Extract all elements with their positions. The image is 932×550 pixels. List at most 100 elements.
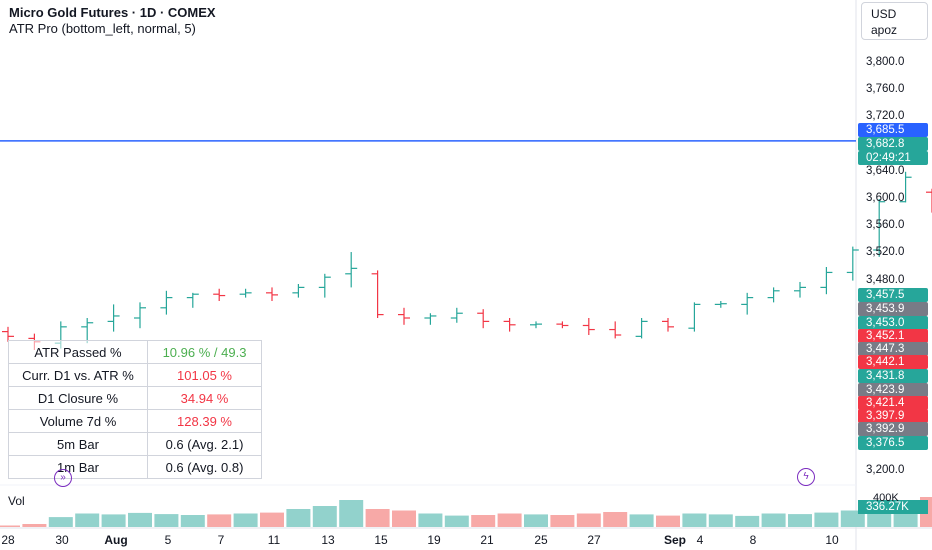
date-axis-label: 30 (55, 533, 69, 547)
price-tag: 3,682.8 (858, 137, 928, 151)
date-axis-label: 27 (587, 533, 601, 547)
date-axis-label: 4 (696, 533, 704, 547)
date-axis-label: 19 (427, 533, 441, 547)
price-tag: 3,421.4 (858, 396, 928, 410)
atr-pro-table: ATR Passed % 10.96 % / 49.3 Curr. D1 vs. A… (8, 340, 262, 479)
volume-bar (180, 515, 205, 527)
atr-table-row: D1 Closure % 34.94 % (8, 386, 262, 410)
volume-bar (682, 513, 707, 527)
atr-table-label: 1m Bar (8, 455, 148, 479)
atr-table-value: 128.39 % (147, 409, 262, 433)
volume-bar (840, 510, 865, 527)
volume-bar (444, 515, 469, 527)
price-axis-label: 3,200.0 (866, 464, 905, 476)
volume-bar (233, 513, 258, 527)
currency-selector[interactable]: USD apoz (861, 2, 928, 40)
date-axis-label: Sep (663, 533, 687, 547)
price-axis-label: 3,600.0 (866, 192, 905, 204)
volume-bar (154, 514, 179, 527)
volume-bar (708, 514, 733, 527)
price-tag: 3,452.1 (858, 329, 928, 343)
price-axis-label: 3,520.0 (866, 246, 905, 259)
price-tag: 3,442.1 (858, 355, 928, 369)
volume-bar (48, 517, 73, 527)
indicator-title[interactable]: ATR Pro (bottom_left, normal, 5) (9, 21, 196, 36)
volume-bar (550, 515, 575, 527)
date-axis-label: Aug (104, 533, 128, 547)
atr-table-value: 10.96 % / 49.3 (147, 340, 262, 364)
volume-bar (788, 514, 812, 527)
atr-table-row: 5m Bar 0.6 (Avg. 2.1) (8, 432, 262, 456)
date-axis-label: 8 (749, 533, 757, 547)
price-tag: 3,453.0 (858, 316, 928, 330)
price-axis-label: 3,720.0 (866, 110, 905, 123)
atr-table-value: 34.94 % (147, 386, 262, 410)
lightning-icon[interactable]: ϟ (797, 468, 815, 486)
price-tag: 3,431.8 (858, 369, 928, 383)
volume-bar (101, 514, 126, 527)
price-axis-label: 3,800.0 (866, 56, 905, 68)
volume-bar (339, 500, 364, 527)
volume-bar (576, 513, 601, 527)
volume-bar (656, 515, 680, 527)
volume-bar (392, 510, 416, 527)
price-axis-label: 3,560.0 (866, 219, 905, 232)
volume-bar (286, 509, 311, 527)
atr-table-row: Curr. D1 vs. ATR % 101.05 % (8, 363, 262, 387)
date-axis-label: 15 (374, 533, 388, 547)
volume-value-tag: 336.27K (858, 500, 928, 514)
price-tag: 3,376.5 (858, 436, 928, 450)
volume-bar (128, 512, 152, 527)
atr-table-label: 5m Bar (8, 432, 148, 456)
volume-bar (629, 514, 654, 527)
volume-bar (22, 524, 47, 527)
volume-axis-label: 400K (873, 492, 899, 504)
volume-bar (0, 525, 20, 527)
unit-label: apoz (871, 23, 898, 37)
volume-bar (524, 514, 548, 527)
price-tag: 3,453.9 (858, 302, 928, 316)
date-axis-label: 25 (534, 533, 548, 547)
price-tag: 3,457.5 (858, 288, 928, 302)
atr-table-row: 1m Bar 0.6 (Avg. 0.8) (8, 455, 262, 479)
volume-bar (497, 513, 522, 527)
symbol-title: Micro Gold Futures · 1D · COMEX (9, 5, 216, 20)
price-tag: 3,392.9 (858, 422, 928, 436)
price-axis-label: 3,640.0 (866, 164, 905, 177)
date-axis-label: 5 (164, 533, 172, 547)
date-axis-label: 7 (217, 533, 225, 547)
price-axis-label: 3,480.0 (866, 273, 905, 286)
price-tag: 02:49:21 (858, 151, 928, 165)
volume-bar (312, 506, 337, 527)
atr-table-label: Volume 7d % (8, 409, 148, 433)
volume-label: Vol (8, 494, 25, 508)
volume-bar (471, 515, 496, 527)
volume-bar (260, 512, 284, 527)
atr-table-value: 101.05 % (147, 363, 262, 387)
atr-table-label: ATR Passed % (8, 340, 148, 364)
volume-bar (365, 509, 390, 527)
volume-bar (75, 513, 100, 527)
price-tag: 3,423.9 (858, 383, 928, 397)
price-tag: 3,397.9 (858, 409, 928, 423)
volume-bar (814, 512, 839, 527)
currency-label: USD (871, 7, 897, 21)
date-axis-label: 10 (825, 533, 839, 547)
volume-bar (603, 512, 628, 527)
atr-table-row: ATR Passed % 10.96 % / 49.3 (8, 340, 262, 364)
price-tag: 3,447.3 (858, 342, 928, 356)
atr-table-label: Curr. D1 vs. ATR % (8, 363, 148, 387)
atr-table-row: Volume 7d % 128.39 % (8, 409, 262, 433)
date-axis-label: 28 (1, 533, 15, 547)
date-axis-label: 21 (480, 533, 494, 547)
price-tag: 3,685.5 (858, 123, 928, 137)
atr-table-value: 0.6 (Avg. 2.1) (147, 432, 262, 456)
volume-bar (761, 513, 786, 527)
date-axis-label: 13 (321, 533, 335, 547)
atr-table-value: 0.6 (Avg. 0.8) (147, 455, 262, 479)
volume-bar (735, 515, 760, 527)
volume-bar (207, 514, 232, 527)
double-chevron-right-icon[interactable]: » (54, 469, 72, 487)
volume-bar (418, 513, 443, 527)
